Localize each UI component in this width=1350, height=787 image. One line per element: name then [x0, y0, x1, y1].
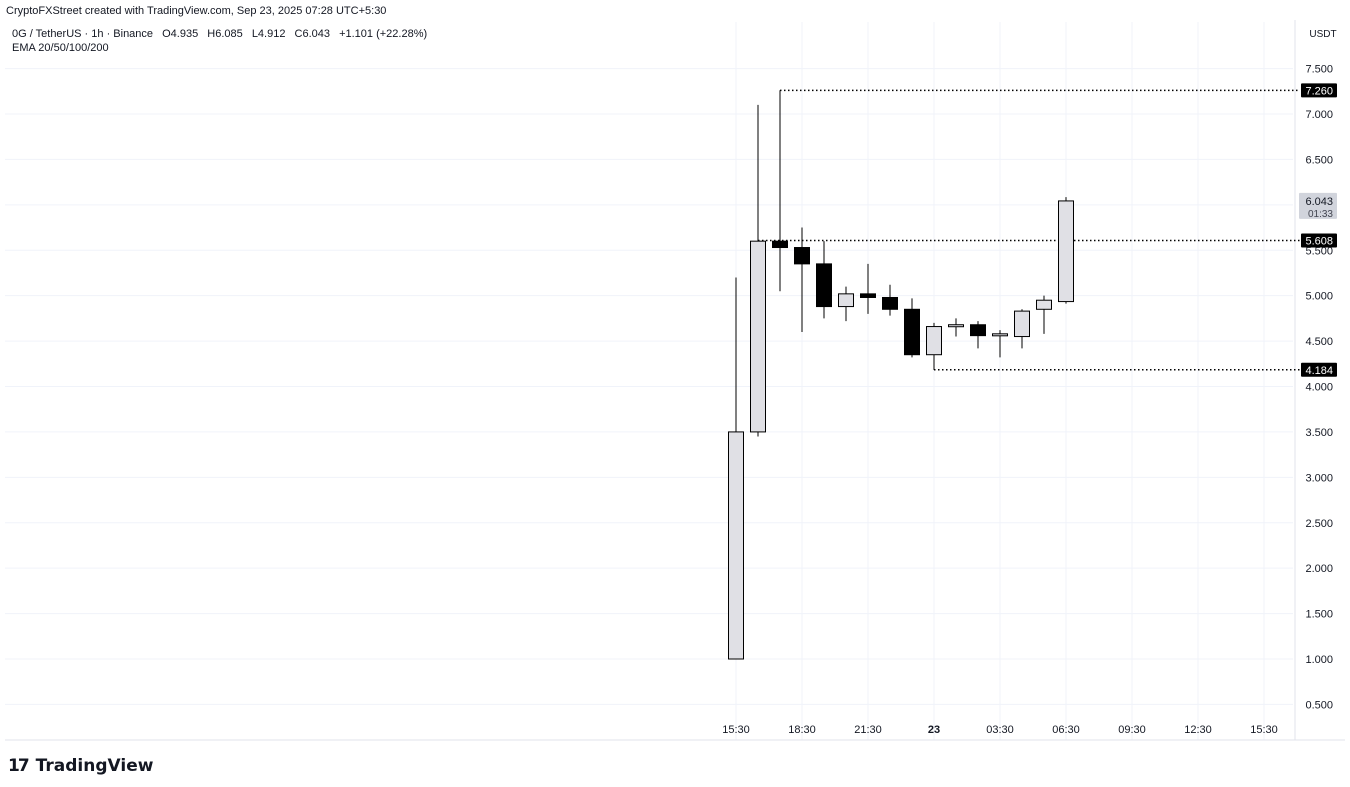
candle-body: [1014, 310, 1030, 338]
close-value: C6.043: [294, 28, 331, 40]
candle-body: [1058, 200, 1074, 303]
y-tick-label: 0.500: [1305, 699, 1333, 711]
y-tick-label: 1.500: [1305, 609, 1333, 621]
grid-lines: [5, 20, 1345, 741]
y-tick-label: 3.500: [1305, 427, 1333, 439]
time-axis[interactable]: 15:30 18:30 21:30 23 03:30 06:30 09:30 12:30 15:…: [722, 724, 1278, 736]
x-tick-label: 15:30: [1250, 724, 1278, 736]
high-value: H6.085: [207, 28, 243, 40]
tradingview-logo-icon: 17: [8, 756, 30, 776]
symbol-legend: 0G / TetherUS · 1h · Binance O4.935 H6.0…: [12, 28, 433, 40]
x-tick-label: 06:30: [1052, 724, 1080, 736]
candles: [728, 90, 1074, 660]
y-tick-label: 1.000: [1305, 654, 1333, 666]
y-tick-label: 7.000: [1305, 109, 1333, 121]
x-tick-label: 12:30: [1184, 724, 1212, 736]
candle-body: [772, 240, 788, 249]
candle-body: [838, 293, 854, 308]
tradingview-logo[interactable]: 17 TradingView: [8, 755, 153, 777]
x-tick-label: 15:30: [722, 724, 750, 736]
x-tick-label: 18:30: [788, 724, 816, 736]
candle-body: [970, 324, 986, 337]
candle-body: [904, 308, 920, 356]
candle-body: [860, 293, 876, 298]
price-tag-label: 4.184: [1305, 365, 1333, 377]
y-tick-label: 2.000: [1305, 563, 1333, 575]
candle-body: [728, 431, 744, 660]
candle-body: [948, 324, 964, 328]
currency-label[interactable]: USDT: [1309, 29, 1337, 40]
candle-body: [882, 296, 898, 310]
y-tick-label: 7.500: [1305, 64, 1333, 76]
y-tick-label: 2.500: [1305, 518, 1333, 530]
price-tag-label: 7.260: [1305, 85, 1333, 97]
price-axis[interactable]: 0.500 1.000 1.500 2.000 2.500 3.000 3.500 4.000…: [1305, 64, 1333, 712]
countdown-label: 01:33: [1308, 209, 1333, 220]
current-price-label: 6.043: [1305, 196, 1333, 208]
y-tick-label: 6.500: [1305, 154, 1333, 166]
low-value: L4.912: [251, 28, 286, 40]
symbol-name[interactable]: 0G / TetherUS · 1h · Binance: [12, 28, 154, 40]
open-value: O4.935: [162, 28, 199, 40]
candle-body: [816, 263, 832, 308]
candle-body: [750, 240, 766, 433]
price-tag: [1301, 362, 1337, 377]
y-tick-label: 5.000: [1305, 291, 1333, 303]
price-tag-label: 5.608: [1305, 235, 1333, 247]
y-tick-label: 4.500: [1305, 336, 1333, 348]
tradingview-logo-text: TradingView: [35, 756, 154, 776]
y-tick-label: 4.000: [1305, 382, 1333, 394]
x-tick-label: 23: [928, 724, 940, 736]
candle-body: [926, 326, 942, 356]
chart-attribution: CryptoFXStreet created with TradingView.…: [6, 5, 387, 17]
current-price-tag: [1299, 192, 1337, 219]
price-tag: [1301, 83, 1337, 98]
candle-body: [1036, 299, 1052, 310]
price-tag: [1301, 233, 1337, 248]
indicator-legend[interactable]: EMA 20/50/100/200: [12, 42, 109, 54]
x-tick-label: 21:30: [854, 724, 882, 736]
y-tick-label: 5.500: [1305, 245, 1333, 257]
candle-body: [794, 247, 810, 265]
x-tick-label: 03:30: [986, 724, 1014, 736]
change-value: +1.101 (+22.28%): [339, 28, 428, 40]
candle-body: [992, 333, 1008, 337]
x-tick-label: 09:30: [1118, 724, 1146, 736]
y-tick-label: 3.000: [1305, 472, 1333, 484]
